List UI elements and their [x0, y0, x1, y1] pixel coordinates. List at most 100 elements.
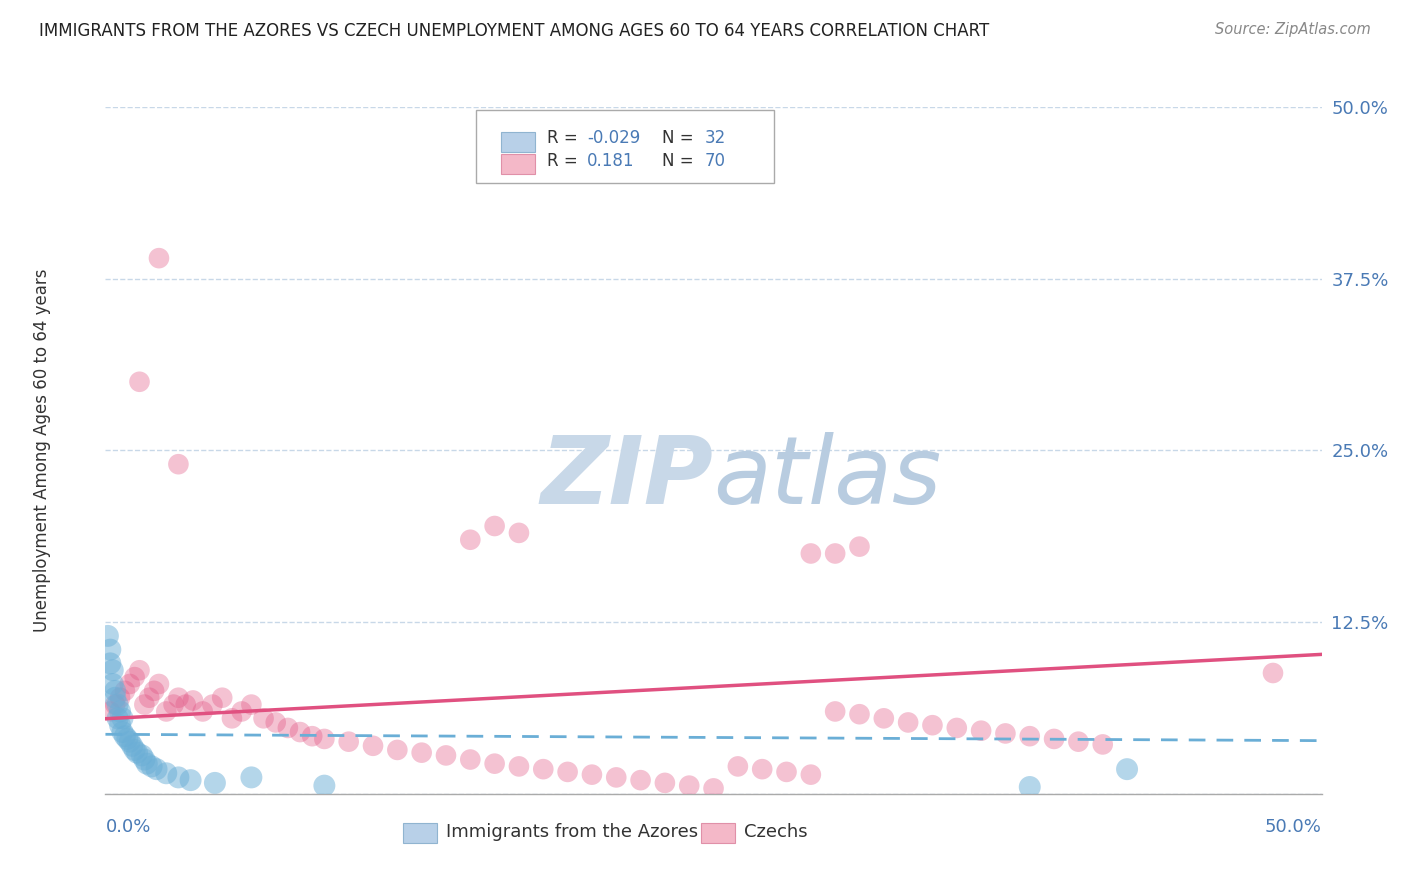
Point	[654, 776, 676, 790]
Point	[1116, 762, 1139, 776]
Point	[111, 725, 134, 739]
Point	[167, 771, 190, 785]
Point	[702, 781, 725, 796]
Point	[921, 718, 943, 732]
Point	[361, 739, 384, 753]
Point	[458, 752, 481, 766]
Point	[155, 705, 177, 719]
Text: 0.181: 0.181	[588, 153, 634, 170]
Point	[508, 525, 530, 540]
Text: -0.029: -0.029	[588, 128, 640, 147]
Point	[148, 251, 170, 265]
Point	[678, 779, 700, 793]
FancyBboxPatch shape	[404, 823, 437, 843]
Point	[337, 734, 360, 748]
Text: 32: 32	[704, 128, 727, 147]
Point	[131, 748, 153, 763]
Point	[114, 729, 136, 743]
Point	[124, 670, 146, 684]
Point	[104, 698, 127, 712]
Point	[134, 752, 156, 766]
Point	[108, 690, 131, 705]
Point	[751, 762, 773, 776]
Point	[98, 642, 121, 657]
Point	[605, 771, 627, 785]
Point	[98, 657, 121, 671]
Point	[1043, 731, 1066, 746]
Text: 70: 70	[704, 153, 725, 170]
Point	[458, 533, 481, 547]
Point	[434, 748, 457, 763]
Text: N =: N =	[662, 153, 699, 170]
Point	[181, 693, 204, 707]
FancyBboxPatch shape	[477, 111, 775, 183]
Point	[104, 690, 127, 705]
Point	[107, 711, 129, 725]
Point	[288, 725, 311, 739]
Point	[155, 766, 177, 780]
Point	[824, 705, 846, 719]
Point	[101, 663, 124, 677]
Text: Unemployment Among Ages 60 to 64 years: Unemployment Among Ages 60 to 64 years	[34, 268, 51, 632]
Text: atlas: atlas	[713, 433, 942, 524]
Point	[117, 731, 139, 746]
Point	[848, 540, 870, 554]
Point	[98, 705, 121, 719]
Point	[174, 698, 197, 712]
Point	[128, 663, 150, 677]
Point	[800, 767, 823, 781]
Point	[531, 762, 554, 776]
Point	[221, 711, 243, 725]
Point	[314, 731, 336, 746]
Point	[145, 762, 167, 776]
Point	[180, 773, 202, 788]
Point	[848, 707, 870, 722]
Point	[1091, 738, 1114, 752]
Point	[727, 759, 749, 773]
Text: R =: R =	[547, 128, 583, 147]
Point	[111, 711, 134, 725]
Point	[108, 718, 131, 732]
Point	[118, 677, 141, 691]
Point	[1018, 729, 1040, 743]
Point	[581, 767, 603, 781]
Point	[134, 698, 156, 712]
Point	[1067, 734, 1090, 748]
Point	[101, 677, 124, 691]
Point	[240, 771, 263, 785]
Point	[104, 683, 127, 698]
Point	[508, 759, 530, 773]
Point	[135, 756, 157, 771]
Point	[301, 729, 323, 743]
Point	[314, 779, 336, 793]
Text: N =: N =	[662, 128, 699, 147]
Point	[411, 746, 433, 760]
Point	[484, 756, 506, 771]
Point	[264, 715, 287, 730]
Point	[1261, 665, 1284, 680]
Point	[118, 734, 141, 748]
Point	[143, 683, 166, 698]
FancyBboxPatch shape	[501, 153, 534, 174]
Point	[252, 711, 274, 725]
Point	[128, 375, 150, 389]
FancyBboxPatch shape	[501, 131, 534, 153]
Text: 0.0%: 0.0%	[105, 818, 150, 836]
Point	[277, 721, 299, 735]
Point	[387, 743, 409, 757]
Text: Source: ZipAtlas.com: Source: ZipAtlas.com	[1215, 22, 1371, 37]
Point	[124, 743, 146, 757]
Point	[204, 776, 226, 790]
Point	[211, 690, 233, 705]
Point	[897, 715, 920, 730]
Point	[114, 683, 136, 698]
Point	[800, 546, 823, 561]
Point	[125, 746, 148, 760]
Text: Czechs: Czechs	[744, 822, 807, 840]
Point	[557, 764, 579, 779]
Point	[775, 764, 797, 779]
Text: R =: R =	[547, 153, 583, 170]
Point	[138, 690, 160, 705]
Text: 50.0%: 50.0%	[1265, 818, 1322, 836]
Point	[107, 698, 129, 712]
